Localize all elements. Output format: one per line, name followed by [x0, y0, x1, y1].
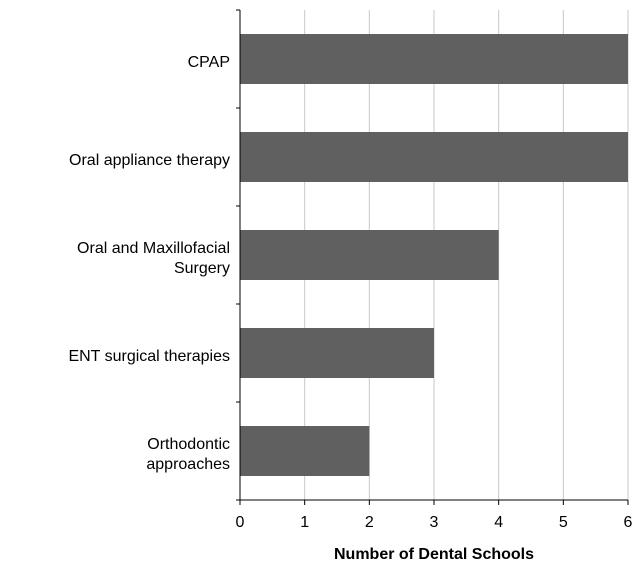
bar	[240, 34, 628, 84]
x-axis-title: Number of Dental Schools	[334, 546, 534, 563]
bar	[240, 328, 434, 378]
x-tick-label: 6	[624, 514, 633, 531]
bar	[240, 132, 628, 182]
bar	[240, 426, 370, 476]
y-tick-label: Orthodontic approaches	[146, 436, 230, 473]
y-tick-label: Oral and Maxillofacial Surgery	[77, 240, 230, 277]
x-tick-label: 4	[494, 514, 503, 531]
y-tick-label: ENT surgical therapies	[68, 348, 230, 365]
x-tick-label: 3	[430, 514, 439, 531]
x-tick-label: 1	[300, 514, 309, 531]
y-tick-label: CPAP	[187, 54, 230, 71]
y-tick-label: Oral appliance therapy	[69, 152, 230, 169]
bar	[240, 230, 499, 280]
x-tick-label: 0	[236, 514, 245, 531]
x-tick-label: 5	[559, 514, 568, 531]
x-tick-label: 2	[365, 514, 374, 531]
